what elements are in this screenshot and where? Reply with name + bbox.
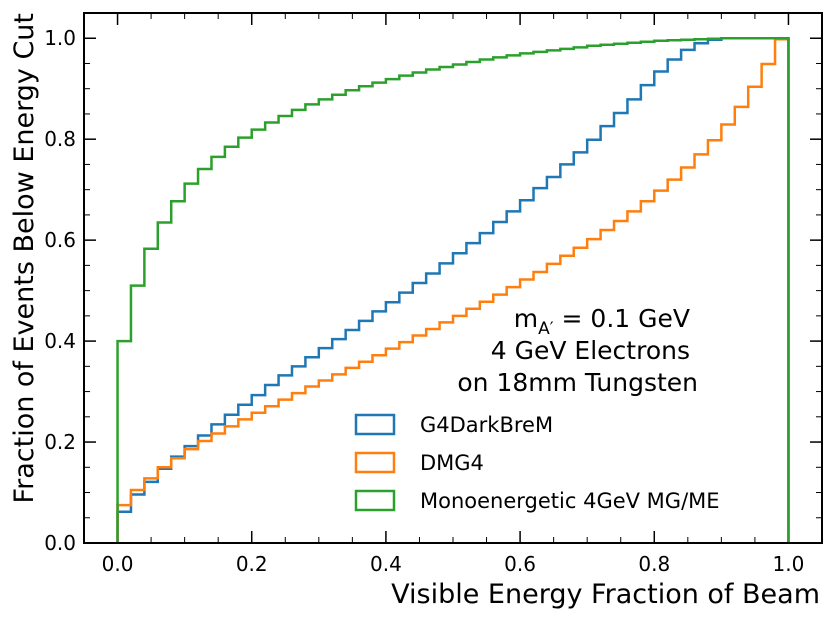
annotation-mass-value: = 0.1 GeV [554, 304, 690, 333]
y-axis-label: Fraction of Events Below Energy Cut [9, 13, 40, 503]
y-tick-label: 0.2 [44, 430, 76, 454]
legend-swatch-g4darkbrem [354, 413, 396, 436]
legend-label-g4darkbrem: G4DarkBreM [420, 413, 553, 437]
y-tick-label: 1.0 [44, 26, 76, 50]
annotation-mass-subscript: A′ [538, 319, 554, 339]
plot-frame [83, 12, 823, 544]
x-tick-label: 0.0 [102, 552, 134, 576]
legend-label-monoenergetic: Monoenergetic 4GeV MG/ME [420, 489, 720, 513]
series-layer [116, 36, 790, 543]
x-tick-label: 0.2 [236, 552, 268, 576]
series-line-dmg4 [116, 37, 790, 543]
legend-swatch-dmg4 [354, 451, 396, 474]
x-tick-label: 0.8 [638, 552, 670, 576]
annotation-mass-prefix: m [514, 304, 538, 333]
y-tick-label: 0.6 [44, 228, 76, 252]
legend-label-dmg4: DMG4 [420, 451, 484, 475]
annotation-mass: mA′ = 0.1 GeV [514, 304, 690, 339]
y-tick-label: 0.8 [44, 127, 76, 151]
series-line-g4darkbrem [116, 36, 790, 543]
y-tick-label: 0.4 [44, 329, 76, 353]
x-tick-label: 0.4 [370, 552, 402, 576]
x-tick-label: 0.6 [504, 552, 536, 576]
annotation-line2: 4 GeV Electrons [491, 336, 690, 365]
tick-labels: 0.0 0.2 0.4 0.6 0.8 1.0 0.0 0.2 0.4 0.6 0.8 1.0 [44, 26, 804, 576]
annotation-line3: on 18mm Tungsten [457, 368, 698, 397]
legend-swatch-monoenergetic [354, 489, 396, 512]
series-line-monoenergetic [116, 36, 790, 543]
y-tick-label: 0.0 [44, 531, 76, 555]
x-axis-label: Visible Energy Fraction of Beam [391, 579, 820, 610]
x-tick-label: 1.0 [773, 552, 805, 576]
annotation-block: mA′ = 0.1 GeV 4 GeV Electrons on 18mm Tu… [457, 304, 698, 397]
legend: G4DarkBreM DMG4 Monoenergetic 4GeV MG/ME [354, 413, 720, 513]
